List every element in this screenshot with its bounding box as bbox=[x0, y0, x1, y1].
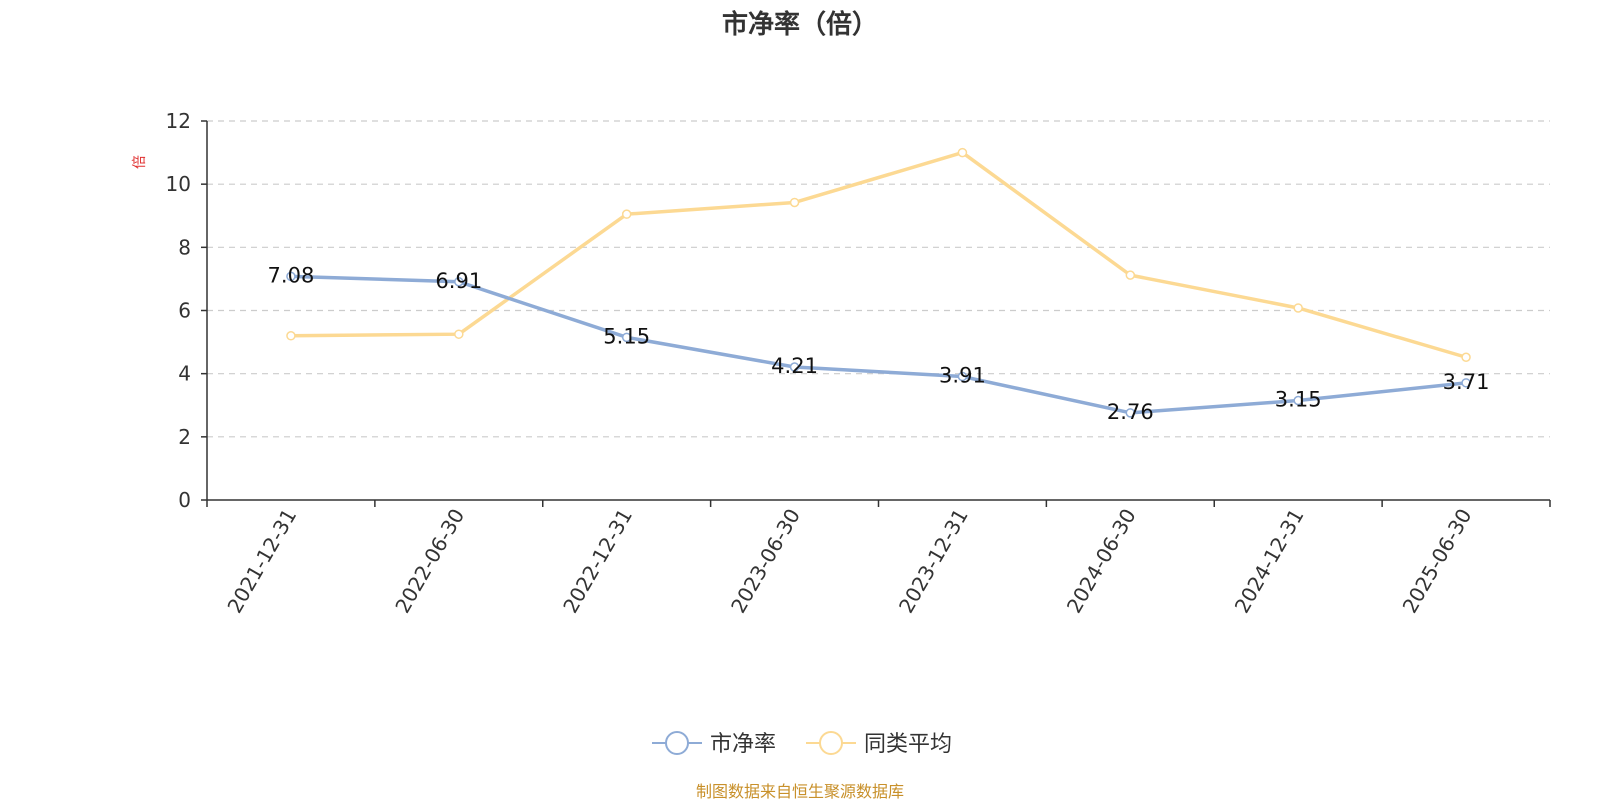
series-line bbox=[290, 150, 1467, 359]
data-label: 3.15 bbox=[1275, 388, 1322, 412]
legend-marker-icon bbox=[819, 731, 843, 755]
y-tick-label: 2 bbox=[178, 425, 191, 449]
grid-lines bbox=[207, 120, 1550, 438]
x-tick-label: 2022-12-31 bbox=[558, 505, 637, 618]
legend-marker-icon bbox=[665, 731, 689, 755]
axes: 0 2 4 6 8 10 12 倍 2021-12-31 2022-06-30 2022-12-31… bbox=[132, 109, 1551, 618]
series-line bbox=[290, 274, 1467, 415]
data-label: 6.91 bbox=[435, 269, 482, 293]
data-point bbox=[1293, 303, 1303, 313]
data-point bbox=[286, 271, 296, 282]
y-tick-label: 12 bbox=[166, 109, 191, 133]
data-point bbox=[1293, 395, 1303, 406]
data-point bbox=[1461, 378, 1471, 388]
y-axis-unit-label: 倍 bbox=[132, 155, 148, 169]
y-tick-label: 0 bbox=[178, 488, 191, 512]
y-tick-label: 6 bbox=[178, 299, 191, 323]
legend-label: 市净率 bbox=[710, 732, 776, 757]
data-labels: 7.08 6.91 5.15 4.21 3.91 2.76 3.15 3.71 bbox=[268, 263, 1490, 423]
data-label: 3.71 bbox=[1443, 370, 1490, 394]
data-point bbox=[1125, 270, 1136, 280]
x-tick-label: 2024-12-31 bbox=[1230, 505, 1309, 618]
data-point bbox=[957, 147, 968, 158]
data-label: 7.08 bbox=[268, 263, 315, 287]
data-label: 4.21 bbox=[771, 354, 818, 378]
y-tick-label: 8 bbox=[178, 235, 191, 259]
x-tick-label: 2023-12-31 bbox=[894, 505, 973, 618]
data-label: 3.91 bbox=[939, 364, 986, 388]
y-tick-label: 10 bbox=[166, 172, 191, 196]
legend-label: 同类平均 bbox=[864, 732, 952, 757]
data-point bbox=[454, 329, 464, 339]
x-tick-label: 2021-12-31 bbox=[222, 505, 301, 618]
data-point bbox=[957, 371, 968, 382]
x-tick-label: 2023-06-30 bbox=[726, 505, 805, 618]
source-footer: 制图数据来自恒生聚源数据库 bbox=[695, 782, 904, 801]
x-tick-label: 2025-06-30 bbox=[1397, 505, 1476, 618]
data-point bbox=[1125, 408, 1136, 418]
x-tick-label: 2022-06-30 bbox=[390, 505, 469, 618]
legend: 市净率 同类平均 bbox=[652, 731, 952, 757]
y-tick-label: 4 bbox=[178, 362, 191, 386]
data-point bbox=[621, 209, 632, 219]
data-label: 5.15 bbox=[603, 324, 650, 348]
x-tick-label: 2024-06-30 bbox=[1062, 505, 1141, 618]
data-point bbox=[789, 362, 800, 372]
data-point bbox=[286, 331, 296, 341]
data-point bbox=[621, 332, 632, 343]
chart-title: 市净率（倍） bbox=[721, 10, 878, 40]
series-lines bbox=[286, 147, 1471, 418]
data-label: 2.76 bbox=[1107, 400, 1154, 424]
data-point bbox=[454, 277, 464, 287]
data-point bbox=[789, 197, 800, 208]
data-point bbox=[1461, 352, 1471, 362]
